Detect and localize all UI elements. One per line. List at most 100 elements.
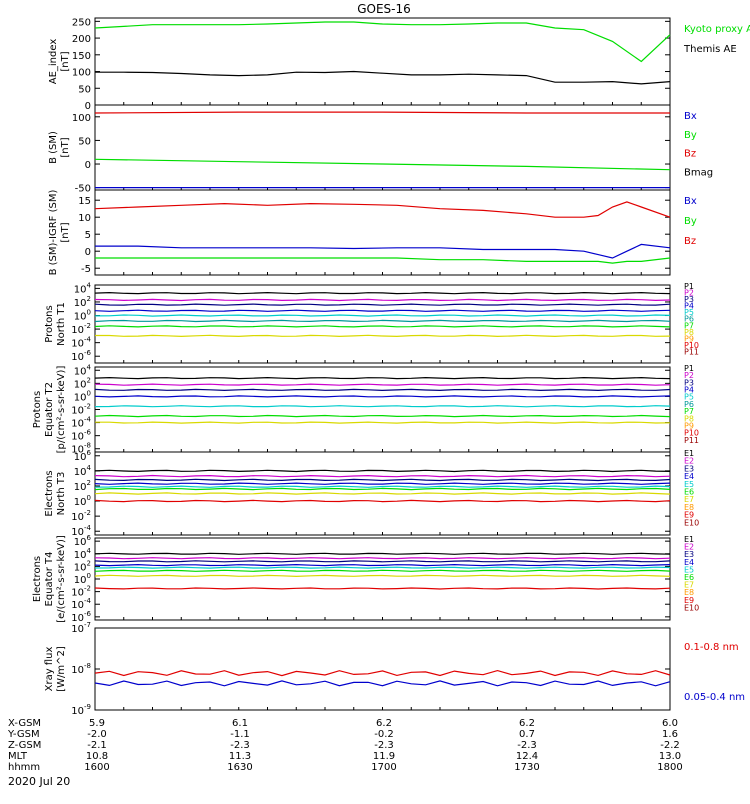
series-line-kyoto-proxy-ae [94, 21, 671, 63]
legend-e5: E5 [684, 565, 694, 574]
panel-1: 250 200 150 100 50 0 AE_index [nT] Kyoto proxy A… [48, 17, 750, 112]
y-axis-label: [e/(cm²-s-sr-keV)] [56, 535, 67, 623]
legend-e9: E9 [684, 511, 694, 520]
y-tick-label: 10-9 [71, 703, 91, 717]
series-line-e1 [94, 469, 671, 473]
y-axis-label: [nT] [60, 51, 71, 71]
panel-2: 100 50 0 -50 B (SM) [nT] Bx By Bz Bmag [48, 104, 713, 195]
legend-p10: P10 [684, 341, 699, 350]
legend-e2: E2 [684, 457, 694, 466]
series-line-p2 [94, 298, 671, 302]
legend-e4: E4 [684, 558, 694, 567]
legend-p7: P7 [684, 321, 694, 330]
series-line-by [94, 158, 671, 171]
y-axis-label: Xray flux [44, 647, 55, 692]
series-line-bx [95, 243, 671, 259]
x-tick-label: 10.8 [86, 751, 108, 762]
legend-p9: P9 [684, 421, 694, 430]
date-label: 2020 Jul 20 [8, 775, 70, 788]
legend-p4: P4 [684, 302, 694, 311]
series-line-p4 [94, 395, 671, 398]
series-line-p1 [94, 291, 671, 295]
y-tick-label: 106 [74, 449, 92, 463]
legend-bx: Bx [684, 196, 697, 207]
panel-frame [94, 537, 671, 621]
series-line-e9 [94, 587, 671, 590]
series-line-0-1-0-8-nm [94, 669, 671, 677]
y-tick-label: 102 [74, 479, 91, 493]
legend-p8: P8 [684, 414, 694, 423]
x-tick-label: -1.1 [230, 729, 250, 740]
y-tick-label: 104 [74, 464, 92, 478]
legend-p3: P3 [684, 378, 694, 387]
series-line-p5 [94, 405, 671, 408]
y-tick-label: 150 [72, 51, 91, 62]
legend-e5: E5 [684, 480, 694, 489]
series-line-by [95, 257, 671, 264]
series-line-e4 [94, 482, 671, 485]
y-tick-label: 200 [72, 34, 91, 45]
legend-p8: P8 [684, 328, 694, 337]
panel-frame [94, 284, 671, 364]
series-line-p2 [94, 383, 671, 386]
x-tick-label: 6.2 [376, 718, 392, 729]
x-tick-label: 1700 [371, 762, 396, 773]
legend-p5: P5 [684, 308, 694, 317]
series-line-0-05-0-4-nm [94, 680, 671, 687]
legend-p3: P3 [684, 295, 694, 304]
y-tick-label: 0 [85, 247, 91, 258]
x-tick-label: 11.9 [373, 751, 395, 762]
x-tick-label: -2.2 [660, 740, 680, 751]
x-row-label: X-GSM [8, 718, 41, 729]
series-line-e1 [94, 552, 671, 555]
y-tick-label: -5 [81, 264, 91, 275]
series-line-e3 [94, 478, 671, 482]
legend-p9: P9 [684, 334, 694, 343]
y-axis-label: B (SM) [48, 131, 59, 164]
y-axis-label: Electrons [32, 556, 43, 602]
panel-frame [94, 17, 671, 106]
y-tick-label: 0 [85, 101, 91, 112]
legend-e1: E1 [684, 535, 694, 544]
series-line-e6 [94, 569, 671, 572]
series-line-e5 [94, 566, 671, 569]
series-line-bz [94, 111, 670, 114]
panel-frame [94, 189, 671, 276]
y-tick-label: 102 [74, 295, 91, 309]
y-tick-label: 10-2 [71, 403, 91, 417]
y-axis-label: Protons [44, 305, 55, 342]
series-line-themis-ae [95, 70, 671, 85]
y-axis-label: Equator T2 [44, 382, 55, 437]
legend-e10: E10 [684, 518, 699, 527]
legend-p6: P6 [684, 315, 694, 324]
x-tick-label: -2.3 [230, 740, 250, 751]
x-tick-label: 1600 [84, 762, 109, 773]
legend-e10: E10 [684, 603, 699, 612]
x-tick-label: 1800 [657, 762, 682, 773]
series-line-e6 [94, 487, 671, 491]
x-tick-label: -2.1 [87, 740, 107, 751]
y-tick-label: 10-7 [71, 621, 91, 635]
y-tick-label: 100 [74, 494, 91, 508]
panel-frame [94, 627, 671, 711]
panel-frame [94, 104, 671, 191]
legend-by: By [684, 216, 697, 227]
legend-p11: P11 [684, 347, 699, 356]
plot-title: GOES-16 [357, 2, 411, 16]
legend-e9: E9 [684, 596, 694, 605]
legend-bz: Bz [684, 149, 696, 160]
y-tick-label: 100 [72, 68, 91, 79]
series-line-e2 [94, 557, 671, 560]
x-row-label: MLT [8, 751, 28, 762]
series-line-p5 [94, 314, 671, 317]
x-row-label: Y-GSM [7, 729, 40, 740]
y-tick-label: 10-6 [71, 429, 91, 443]
legend-e4: E4 [684, 472, 694, 481]
legend-p10: P10 [684, 429, 699, 438]
